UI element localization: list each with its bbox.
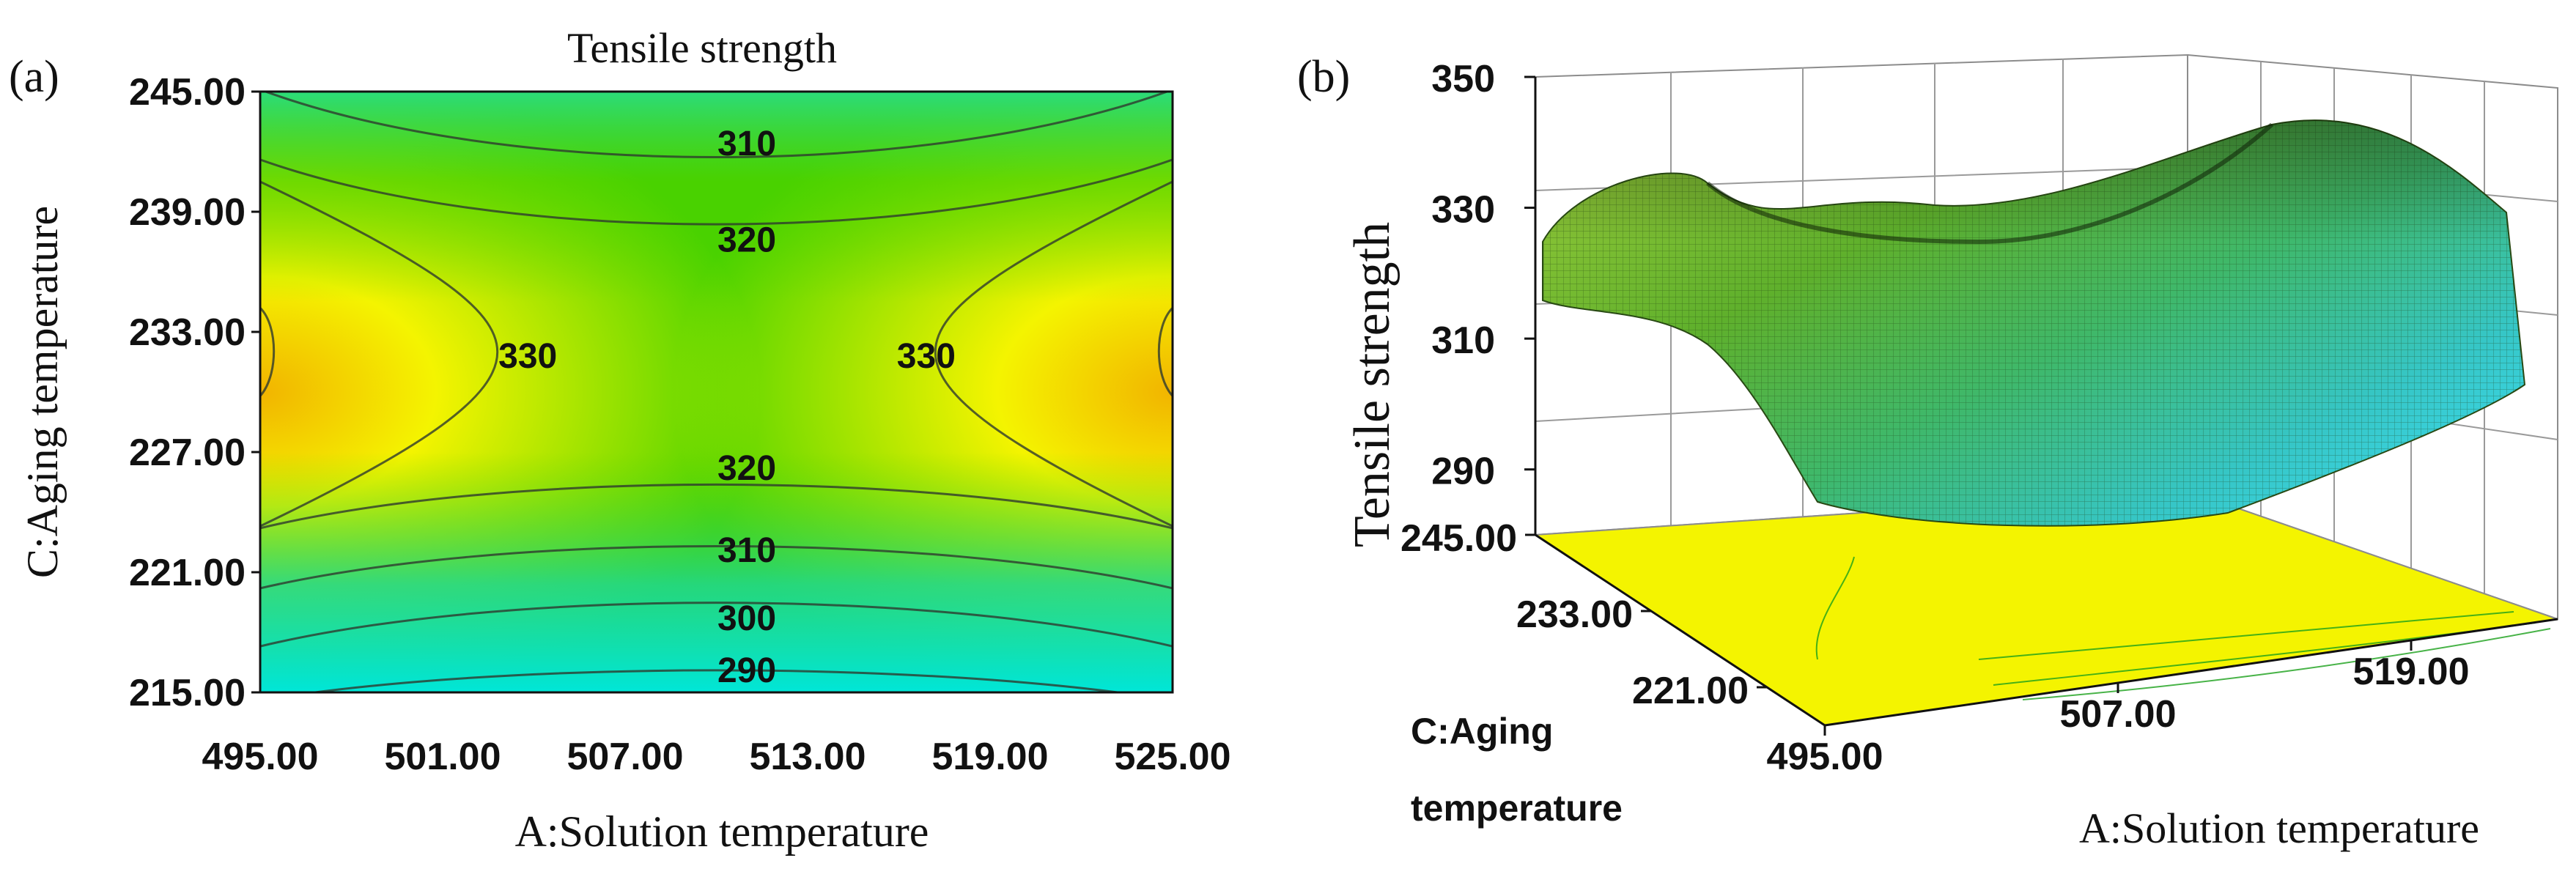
contour-frame xyxy=(259,90,1174,694)
contour-y-axis-label: C:Aging temperature xyxy=(18,206,67,578)
y-tick-label: 215.00 xyxy=(129,672,246,714)
contour-line-310-bottom xyxy=(260,544,1173,590)
surface-y-tick-label: 221.00 xyxy=(1632,670,1749,712)
surface-y-tick-label: 245.00 xyxy=(1400,517,1517,560)
surface-z-ticks: 350 330 310 290 xyxy=(1431,58,1535,493)
surface-y-axis-label-line1: C:Aging xyxy=(1411,711,1553,752)
contour-plot-area xyxy=(260,92,1173,692)
surface-z-axis-label: Tensile strength xyxy=(1344,222,1400,547)
contour-label: 310 xyxy=(717,531,776,570)
panel-a-label: (a) xyxy=(9,52,59,102)
contour-y-ticks: 215.00 221.00 227.00 233.00 239.00 245.00 xyxy=(129,71,260,714)
contour-label: 300 xyxy=(717,599,776,638)
contour-line-peak-left xyxy=(260,307,276,397)
contour-x-ticks: 495.00 501.00 507.00 513.00 519.00 525.00 xyxy=(202,736,1230,778)
contour-line-peak-right xyxy=(1157,307,1173,397)
z-tick-label: 330 xyxy=(1431,189,1495,232)
x-tick-label: 519.00 xyxy=(931,736,1048,778)
surface-y-ticks: 245.00 233.00 221.00 xyxy=(1400,517,1767,712)
surface-x-ticks: 495.00 507.00 519.00 xyxy=(1766,640,2470,778)
contour-fill-low-top xyxy=(260,92,1173,692)
response-surface xyxy=(1542,119,2526,527)
x-tick-label: 501.00 xyxy=(384,736,501,778)
y-tick-label: 239.00 xyxy=(129,191,246,234)
contour-line-290-bottom xyxy=(306,669,1126,692)
y-tick-label: 227.00 xyxy=(129,432,246,474)
y-tick-label: 245.00 xyxy=(129,71,246,114)
panel-b: (b) 3 xyxy=(1297,52,2558,852)
contour-line-310-top xyxy=(262,92,1170,159)
contour-line-330-right xyxy=(934,180,1173,528)
contour-line-330-left xyxy=(260,180,499,528)
y-tick-label: 233.00 xyxy=(129,311,246,354)
z-tick-label: 350 xyxy=(1431,58,1495,100)
contour-label: 320 xyxy=(717,221,776,259)
surface-x-tick-label: 495.00 xyxy=(1766,736,1883,778)
surface-x-tick-label: 507.00 xyxy=(2059,693,2176,736)
contour-lines xyxy=(260,92,1173,692)
x-tick-label: 525.00 xyxy=(1114,736,1230,778)
contour-labels: 310 320 330 330 320 310 300 290 xyxy=(498,125,956,690)
contour-line-320-top xyxy=(260,158,1173,226)
surface-y-tick-label: 233.00 xyxy=(1516,593,1633,636)
surface-y-axis-label-line2: temperature xyxy=(1411,788,1623,829)
contour-label: 290 xyxy=(717,651,776,690)
contour-x-axis-label: A:Solution temperature xyxy=(515,807,929,856)
contour-label: 310 xyxy=(717,125,776,163)
panel-b-label: (b) xyxy=(1297,52,1350,102)
contour-title: Tensile strength xyxy=(567,24,837,72)
contour-label: 330 xyxy=(498,337,557,376)
x-tick-label: 513.00 xyxy=(749,736,866,778)
surface-axes xyxy=(1534,77,2558,727)
surface-x-axis-label: A:Solution temperature xyxy=(2079,804,2479,852)
x-tick-label: 507.00 xyxy=(567,736,683,778)
contour-label: 320 xyxy=(717,449,776,488)
z-tick-label: 290 xyxy=(1431,451,1495,493)
z-tick-label: 310 xyxy=(1431,319,1495,362)
x-tick-label: 495.00 xyxy=(202,736,318,778)
contour-label: 330 xyxy=(897,337,956,376)
surface-x-tick-label: 519.00 xyxy=(2352,651,2469,693)
contour-line-320-bottom xyxy=(260,483,1173,530)
contour-line-300-bottom xyxy=(260,602,1173,648)
y-tick-label: 221.00 xyxy=(129,552,246,594)
